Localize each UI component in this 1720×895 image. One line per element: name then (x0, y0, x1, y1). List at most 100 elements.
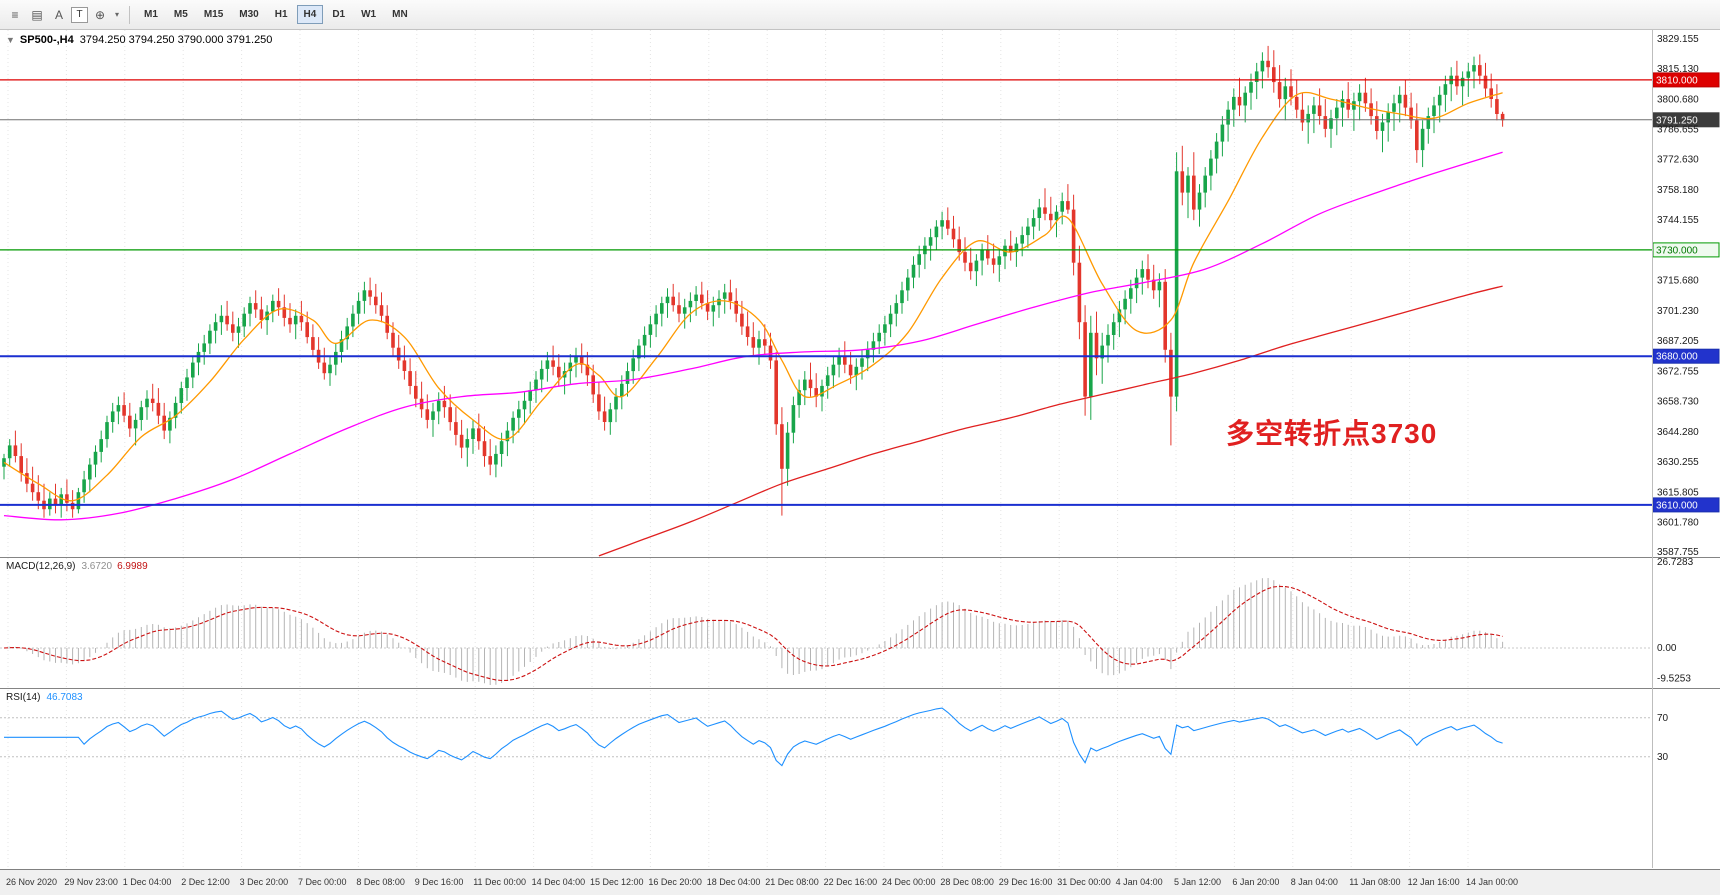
time-axis-label: 8 Dec 08:00 (356, 877, 405, 887)
time-axis-label: 4 Jan 04:00 (1115, 877, 1163, 887)
time-axis-label: 7 Dec 00:00 (298, 877, 347, 887)
svg-text:3715.680: 3715.680 (1657, 275, 1699, 286)
svg-text:3800.680: 3800.680 (1657, 95, 1699, 106)
ma-fast-orange (3, 91, 1503, 502)
time-axis-label: 22 Dec 16:00 (823, 877, 878, 887)
svg-text:26.7283: 26.7283 (1657, 557, 1694, 568)
text-tool-icon[interactable]: T (71, 6, 88, 23)
svg-text:3815.130: 3815.130 (1657, 64, 1699, 75)
price-axis[interactable]: 3829.155 3815.130 3800.680 3786.655 3772.630… (1657, 34, 1699, 558)
svg-text:3744.155: 3744.155 (1657, 215, 1699, 226)
rsi-line (4, 707, 1503, 767)
timeframe-group: M1 M5 M15 M30 H1 H4 D1 W1 MN (136, 5, 416, 24)
label-tool-icon[interactable]: A (54, 7, 63, 22)
svg-text:0.00: 0.00 (1657, 643, 1677, 654)
candlesticks (2, 45, 1505, 518)
ma-slow-red (598, 285, 1503, 557)
svg-text:3630.255: 3630.255 (1657, 457, 1699, 468)
macd-signal-value: 6.9989 (117, 561, 148, 572)
timeframe-button-m5[interactable]: M5 (173, 9, 188, 20)
timeframe-button-mn[interactable]: MN (392, 9, 408, 20)
time-axis-label: 6 Jan 20:00 (1232, 877, 1280, 887)
svg-text:3772.630: 3772.630 (1657, 154, 1699, 165)
time-axis-label: 26 Nov 2020 (6, 877, 58, 887)
time-axis-label: 14 Dec 04:00 (531, 877, 586, 887)
price-badge-3610: 3610.000 (1652, 497, 1720, 513)
timeframe-button-w1[interactable]: W1 (361, 9, 377, 20)
time-axis-label: 2 Dec 12:00 (181, 877, 230, 887)
svg-text:3701.230: 3701.230 (1657, 306, 1699, 317)
macd-axis[interactable]: 26.7283 0.00 -9.5253 (1657, 557, 1694, 685)
chart-annotation-text: 多空转折点3730 (1226, 418, 1438, 449)
time-axis-label: 16 Dec 20:00 (648, 877, 702, 887)
crosshair-dropdown-icon[interactable]: ▾ (114, 10, 119, 19)
timeframe-button-h4[interactable]: H4 (296, 5, 324, 24)
svg-text:30: 30 (1657, 752, 1669, 763)
macd-histogram (9, 578, 1504, 685)
svg-text:-9.5253: -9.5253 (1657, 674, 1691, 685)
svg-text:3610.000: 3610.000 (1656, 500, 1698, 511)
ohlc-values: 3794.250 3794.250 3790.000 3791.250 (79, 34, 273, 46)
toolbar-icon-group: ≡ ▤ A T ⊕ ▾ (4, 5, 123, 25)
time-axis-label: 11 Dec 00:00 (473, 877, 527, 887)
macd-main-value: 3.6720 (81, 561, 113, 572)
time-axis-label: 28 Dec 08:00 (940, 877, 994, 887)
price-badge-3680: 3680.000 (1652, 348, 1720, 364)
svg-text:3672.755: 3672.755 (1657, 367, 1699, 378)
svg-text:3730.000: 3730.000 (1656, 245, 1698, 256)
time-axis-label: 18 Dec 04:00 (706, 877, 761, 887)
time-axis-label: 3 Dec 20:00 (239, 877, 289, 887)
svg-text:3601.780: 3601.780 (1657, 517, 1699, 528)
time-axis-label: 29 Nov 23:00 (64, 877, 118, 887)
price-badge-3810: 3810.000 (1652, 72, 1720, 88)
toolbar-separator (129, 5, 130, 24)
toolbar: ≡ ▤ A T ⊕ ▾ M1 M5 M15 M30 H1 H4 D1 W1 MN (0, 0, 1720, 30)
rsi-indicator-label: RSI(14) 46.7083 (6, 692, 83, 703)
rsi-value: 46.7083 (46, 692, 83, 703)
rsi-name: RSI(14) (6, 692, 41, 703)
time-axis-label: 15 Dec 12:00 (590, 877, 644, 887)
time-axis-label: 24 Dec 00:00 (882, 877, 936, 887)
time-axis[interactable]: 26 Nov 2020 29 Nov 23:00 1 Dec 04:00 2 Dec … (0, 869, 1720, 895)
timeframe-button-m1[interactable]: M1 (144, 9, 158, 20)
timeframe-button-d1[interactable]: D1 (332, 9, 346, 20)
chart-region: 3810.000 3791.250 3730.000 3680.000 3610.000… (0, 30, 1720, 895)
svg-text:3829.155: 3829.155 (1657, 34, 1699, 45)
time-axis-label: 21 Dec 08:00 (765, 877, 819, 887)
svg-text:3615.805: 3615.805 (1657, 488, 1699, 499)
collapse-arrow-icon[interactable]: ▼ (6, 35, 15, 45)
time-axis-label: 1 Dec 04:00 (122, 877, 172, 887)
symbol-timeframe-label: SP500-,H4 (19, 34, 74, 46)
macd-indicator-label: MACD(12,26,9) 3.6720 6.9989 (6, 561, 148, 572)
svg-text:3644.280: 3644.280 (1657, 427, 1699, 438)
svg-text:3786.655: 3786.655 (1657, 125, 1699, 136)
time-axis-label: 9 Dec 16:00 (414, 877, 464, 887)
svg-text:3587.755: 3587.755 (1657, 547, 1699, 558)
time-axis-label: 31 Dec 00:00 (1057, 877, 1111, 887)
chart-title: ▼ SP500-,H4 3794.250 3794.250 3790.000 379… (6, 34, 272, 46)
toolbar-grip-icon[interactable]: ≡ (11, 7, 19, 22)
time-axis-label: 8 Jan 04:00 (1290, 877, 1338, 887)
rsi-axis[interactable]: 70 30 (1657, 713, 1669, 763)
svg-text:3758.180: 3758.180 (1657, 185, 1699, 196)
time-axis-label: 29 Dec 16:00 (998, 877, 1053, 887)
svg-text:3680.000: 3680.000 (1656, 352, 1698, 363)
timeframe-button-m15[interactable]: M15 (203, 9, 224, 20)
timeframe-button-m30[interactable]: M30 (239, 9, 259, 20)
price-badge-3730: 3730.000 (1652, 242, 1720, 258)
svg-text:3791.250: 3791.250 (1656, 115, 1698, 126)
timeframe-button-h1[interactable]: H1 (274, 9, 288, 20)
time-axis-label: 11 Jan 08:00 (1349, 877, 1401, 887)
macd-signal-line (3, 585, 1503, 682)
svg-text:3658.730: 3658.730 (1657, 396, 1699, 407)
macd-name: MACD(12,26,9) (6, 561, 76, 572)
crosshair-tool-icon[interactable]: ⊕ (94, 7, 106, 22)
chart-list-icon[interactable]: ▤ (31, 7, 43, 22)
svg-text:3687.205: 3687.205 (1657, 336, 1699, 347)
time-axis-label: 12 Jan 16:00 (1407, 877, 1460, 887)
svg-text:70: 70 (1657, 713, 1669, 724)
svg-text:3810.000: 3810.000 (1656, 75, 1698, 86)
time-axis-label: 5 Jan 12:00 (1174, 877, 1222, 887)
chart-canvas[interactable]: 3810.000 3791.250 3730.000 3680.000 3610.000… (0, 30, 1720, 869)
